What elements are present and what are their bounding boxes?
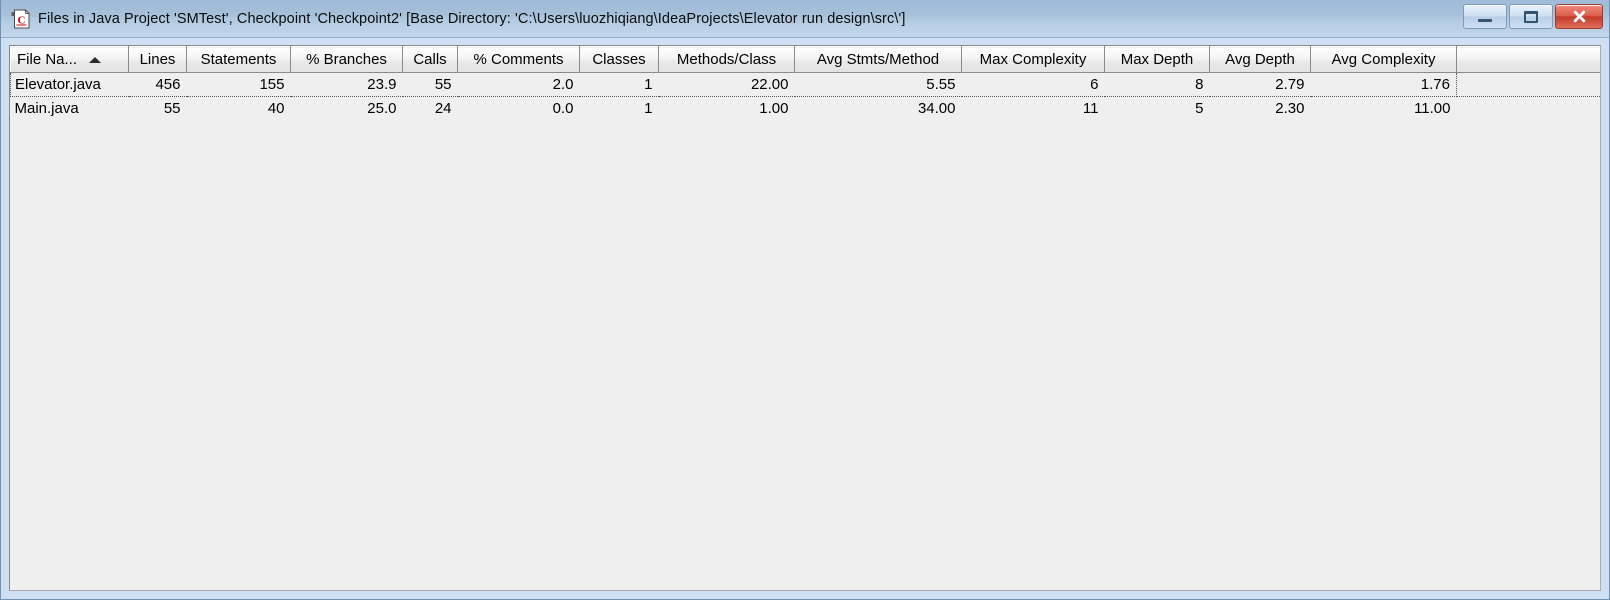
- cell-value: 25.0: [290, 96, 403, 121]
- column-header-comments[interactable]: % Comments: [457, 46, 580, 73]
- cell-value: 22.00: [658, 72, 795, 97]
- column-header-label: Avg Complexity: [1331, 51, 1436, 68]
- column-header-label: % Branches: [306, 51, 387, 68]
- cell-value: 5.55: [794, 72, 962, 97]
- column-header-label: Max Complexity: [979, 51, 1087, 68]
- cell-value: 11: [961, 96, 1105, 121]
- minimize-icon: [1478, 18, 1492, 22]
- column-header-label: Statements: [200, 51, 277, 68]
- column-header-classes[interactable]: Classes: [579, 46, 659, 73]
- column-header-methods-class[interactable]: Methods/Class: [658, 46, 795, 73]
- table-row[interactable]: Main.java 55 40 25.0 24 0.0 1 1.00 34.00 11 5 2.30 1…: [10, 96, 1600, 121]
- maximize-icon: [1524, 10, 1538, 23]
- cell-value: 40: [186, 96, 291, 121]
- cell-value: 34.00: [794, 96, 962, 121]
- cell-value: 55: [128, 96, 187, 121]
- title-bar[interactable]: C Files in Java Project 'SMTest', Checkp…: [1, 0, 1609, 38]
- column-header-avg-depth[interactable]: Avg Depth: [1209, 46, 1311, 73]
- cell-value: 2.0: [457, 72, 580, 97]
- cell-value: 11.00: [1310, 96, 1457, 121]
- column-header-label: Methods/Class: [676, 51, 777, 68]
- cell-value: 8: [1104, 72, 1210, 97]
- client-area: File Na... Lines Statements % Branches Calls…: [1, 38, 1609, 599]
- column-header-label: Calls: [413, 51, 447, 68]
- metrics-panel: File Na... Lines Statements % Branches Calls…: [9, 45, 1601, 591]
- column-header-lines[interactable]: Lines: [128, 46, 187, 73]
- sort-ascending-icon: [89, 56, 102, 63]
- cell-file-name: Elevator.java: [10, 72, 129, 97]
- window-controls: [1463, 4, 1603, 29]
- column-header-avg-stmts-method[interactable]: Avg Stmts/Method: [794, 46, 962, 73]
- column-header-label: Avg Depth: [1225, 51, 1295, 68]
- cell-value: 6: [961, 72, 1105, 97]
- cell-filler: [1456, 72, 1600, 97]
- table-body: Elevator.java 456 155 23.9 55 2.0 1 22.00 5.55 6 8…: [10, 72, 1600, 121]
- metrics-table: File Na... Lines Statements % Branches Calls…: [10, 46, 1600, 121]
- cell-value: 5: [1104, 96, 1210, 121]
- cell-file-name: Main.java: [10, 96, 129, 121]
- maximize-button[interactable]: [1509, 4, 1553, 29]
- column-header-avg-complexity[interactable]: Avg Complexity: [1310, 46, 1457, 73]
- cell-value: 55: [402, 72, 458, 97]
- cell-value: 1.00: [658, 96, 795, 121]
- cell-value: 2.79: [1209, 72, 1311, 97]
- document-c-icon: C: [10, 8, 32, 30]
- cell-value: 1: [579, 96, 659, 121]
- close-button[interactable]: [1555, 4, 1603, 29]
- column-header-label: Avg Stmts/Method: [816, 51, 940, 68]
- cell-value: 2.30: [1209, 96, 1311, 121]
- cell-filler: [1456, 96, 1600, 121]
- column-header-label: Classes: [592, 51, 646, 68]
- column-header-calls[interactable]: Calls: [402, 46, 458, 73]
- table-header-row: File Na... Lines Statements % Branches Calls…: [10, 46, 1600, 73]
- column-header-label: % Comments: [473, 51, 564, 68]
- cell-value: 456: [128, 72, 187, 97]
- column-header-label: File Na...: [17, 51, 78, 68]
- cell-value: 1.76: [1310, 72, 1457, 97]
- cell-value: 23.9: [290, 72, 403, 97]
- close-icon: [1572, 9, 1587, 24]
- table-row[interactable]: Elevator.java 456 155 23.9 55 2.0 1 22.00 5.55 6 8…: [10, 72, 1600, 97]
- cell-value: 0.0: [457, 96, 580, 121]
- cell-value: 155: [186, 72, 291, 97]
- column-header-max-complexity[interactable]: Max Complexity: [961, 46, 1105, 73]
- column-header-branches[interactable]: % Branches: [290, 46, 403, 73]
- column-header-max-depth[interactable]: Max Depth: [1104, 46, 1210, 73]
- cell-value: 24: [402, 96, 458, 121]
- column-header-file-na[interactable]: File Na...: [10, 46, 129, 73]
- column-header-label: Max Depth: [1120, 51, 1194, 68]
- column-header-label: Lines: [139, 51, 176, 68]
- minimize-button[interactable]: [1463, 4, 1507, 29]
- column-header-filler[interactable]: [1456, 46, 1600, 73]
- cell-value: 1: [579, 72, 659, 97]
- column-header-statements[interactable]: Statements: [186, 46, 291, 73]
- window-title: Files in Java Project 'SMTest', Checkpoi…: [38, 10, 906, 27]
- svg-text:C: C: [18, 14, 26, 26]
